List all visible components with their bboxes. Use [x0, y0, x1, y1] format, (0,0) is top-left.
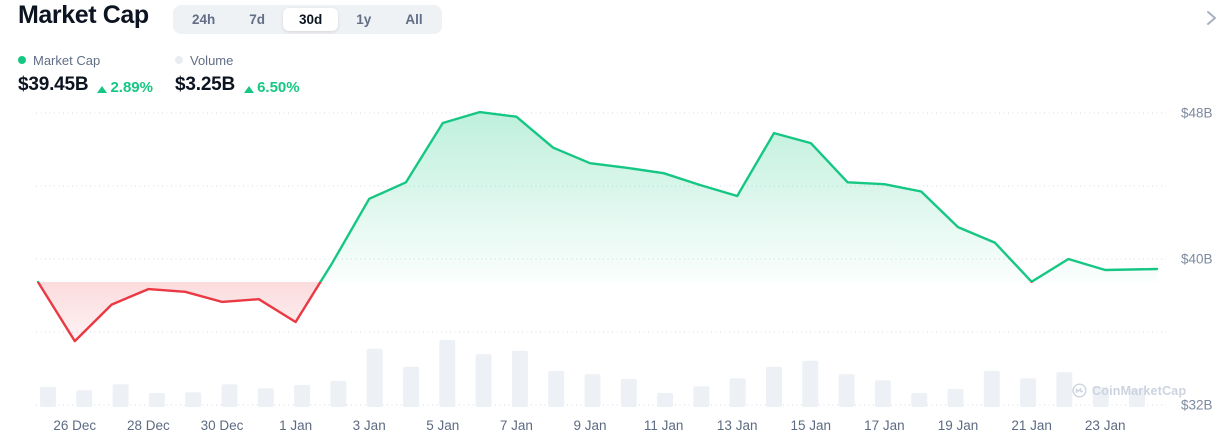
stat-value: $39.45B: [18, 74, 89, 95]
y-axis-label: $32B: [1181, 398, 1213, 413]
volume-bar: [983, 370, 1000, 407]
x-axis-label: 30 Dec: [201, 418, 244, 433]
x-axis-label: 15 Jan: [791, 418, 832, 433]
x-axis-label: 13 Jan: [717, 418, 758, 433]
volume-bar: [548, 370, 565, 407]
x-axis-label: 19 Jan: [938, 418, 979, 433]
market-cap-line-green: [36, 110, 1159, 282]
stat-value: $3.25B: [175, 74, 236, 95]
volume-bar: [693, 386, 710, 407]
volume-bar: [947, 388, 964, 407]
tab-24h[interactable]: 24h: [176, 8, 231, 31]
volume-bar: [148, 392, 165, 407]
volume-bar: [40, 386, 56, 407]
stat-market-cap: Market Cap $39.45B 2.89%: [18, 53, 153, 96]
coinmarketcap-logo-icon: [1072, 383, 1087, 398]
coinmarketcap-watermark: CoinMarketCap: [1072, 383, 1186, 398]
stat-volume: Volume $3.25B 6.50%: [175, 53, 300, 96]
volume-bar: [112, 384, 129, 407]
up-triangle-icon: [244, 86, 255, 93]
x-axis-label: 9 Jan: [573, 418, 606, 433]
volume-bar: [620, 378, 637, 407]
volume-bar: [511, 350, 528, 407]
volume-bar: [766, 366, 782, 407]
x-axis-label: 28 Dec: [127, 418, 170, 433]
y-axis-label: $48B: [1181, 106, 1213, 121]
volume-bar: [1129, 388, 1145, 407]
volume-bar: [729, 378, 746, 407]
tab-all[interactable]: All: [389, 8, 438, 31]
x-axis-label: 11 Jan: [644, 418, 684, 433]
volume-bar: [1020, 378, 1037, 407]
volume-bar: [911, 392, 928, 407]
tab-7d[interactable]: 7d: [233, 8, 281, 31]
volume-bar: [874, 380, 891, 407]
stat-value-row: $39.45B 2.89%: [18, 74, 153, 96]
time-range-tabs: 24h 7d 30d 1y All: [173, 5, 442, 34]
legend-item-volume[interactable]: Volume: [175, 52, 300, 68]
legend-label: Market Cap: [33, 52, 101, 68]
volume-bar: [657, 392, 674, 407]
volume-bar: [366, 348, 383, 407]
volume-bar: [294, 384, 311, 407]
x-axis-label: 21 Jan: [1011, 418, 1052, 433]
volume-bar: [439, 340, 456, 407]
tab-30d[interactable]: 30d: [283, 8, 339, 31]
x-axis-label: 3 Jan: [353, 418, 386, 433]
volume-bar: [257, 388, 274, 407]
volume-bar: [802, 360, 819, 407]
volume-bar: [838, 374, 855, 407]
volume-bar: [475, 354, 492, 407]
stat-value-row: $3.25B 6.50%: [175, 74, 300, 96]
chevron-right-icon[interactable]: [1203, 9, 1219, 27]
volume-bar: [1092, 386, 1109, 407]
tab-1y[interactable]: 1y: [340, 8, 387, 31]
legend-dot-icon: [18, 56, 26, 64]
legend-label: Volume: [190, 52, 234, 68]
legend-item-market-cap[interactable]: Market Cap: [18, 52, 153, 68]
legend-dot-icon: [175, 56, 183, 64]
x-axis-label: 1 Jan: [279, 418, 312, 433]
x-axis-label: 23 Jan: [1085, 418, 1126, 433]
market-cap-line-red: [36, 281, 1034, 343]
watermark-text: CoinMarketCap: [1092, 383, 1187, 398]
volume-bar: [330, 380, 347, 407]
x-axis-label: 17 Jan: [864, 418, 905, 433]
x-axis-label: 7 Jan: [500, 418, 533, 433]
volume-bar: [221, 384, 238, 407]
x-axis-label: 5 Jan: [426, 418, 459, 433]
x-axis-label: 26 Dec: [53, 418, 96, 433]
volume-bar: [1056, 372, 1073, 407]
volume-bar: [76, 390, 93, 407]
stat-change-percent: 2.89%: [110, 79, 153, 96]
volume-bar: [185, 392, 202, 407]
volume-bar: [584, 374, 601, 407]
page-title: Market Cap: [18, 1, 149, 29]
area-fill-above-baseline: [320, 112, 1157, 282]
volume-bar: [403, 366, 419, 407]
y-axis-label: $40B: [1181, 252, 1213, 267]
up-triangle-icon: [97, 86, 108, 93]
stat-change-percent: 6.50%: [257, 79, 300, 96]
area-fill-below-baseline: [38, 281, 1157, 342]
